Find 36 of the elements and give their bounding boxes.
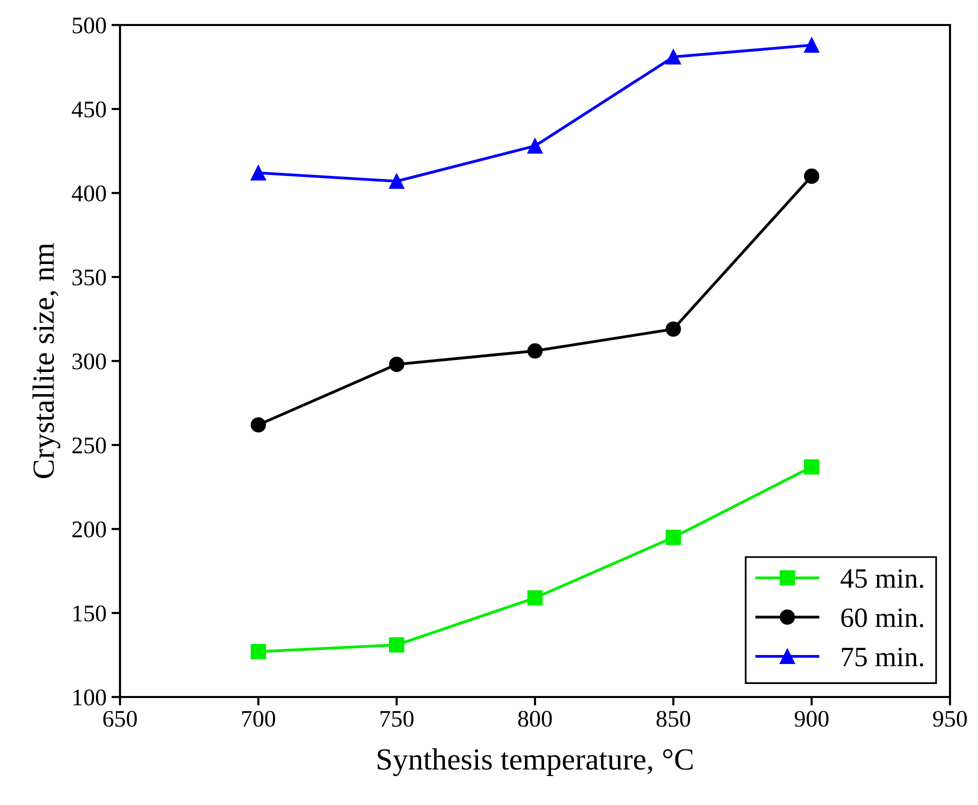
x-tick-label: 750 [380, 710, 414, 727]
point [527, 590, 543, 606]
y-axis-title: Crystallite size, nm [32, 243, 60, 478]
point [804, 459, 820, 474]
point [527, 138, 543, 154]
y-tick-label: 250 [72, 437, 106, 454]
point [250, 165, 266, 180]
y-tick-label: 300 [72, 353, 106, 370]
point [389, 637, 404, 653]
y-tick-label: 150 [73, 605, 106, 622]
point [804, 38, 820, 53]
point [527, 343, 543, 359]
legend-label: 60 min. [841, 608, 924, 628]
y-tick-label: 450 [72, 101, 106, 118]
x-tick-label: 900 [794, 710, 828, 727]
x-tick-label: 700 [242, 710, 276, 727]
point [250, 644, 266, 660]
y-tick-label: 350 [72, 269, 106, 286]
point [389, 174, 404, 189]
y-tick-label: 200 [72, 521, 106, 538]
legend-label: 75 min. [842, 648, 924, 666]
x-axis-title: Synthesis temperature, °C [378, 748, 693, 776]
legend-label: 45 min. [840, 569, 924, 588]
x-tick-label: 850 [656, 710, 690, 727]
point [804, 168, 820, 184]
point [389, 356, 404, 372]
y-tick-label: 500 [72, 17, 106, 34]
point [666, 49, 681, 65]
y-tick-label: 100 [73, 689, 106, 706]
point [250, 417, 266, 432]
x-tick-label: 650 [103, 710, 137, 727]
point [666, 530, 681, 546]
point [666, 321, 681, 337]
x-tick-label: 800 [518, 710, 552, 727]
y-tick-label: 400 [72, 185, 106, 202]
x-tick-label: 950 [933, 710, 967, 727]
